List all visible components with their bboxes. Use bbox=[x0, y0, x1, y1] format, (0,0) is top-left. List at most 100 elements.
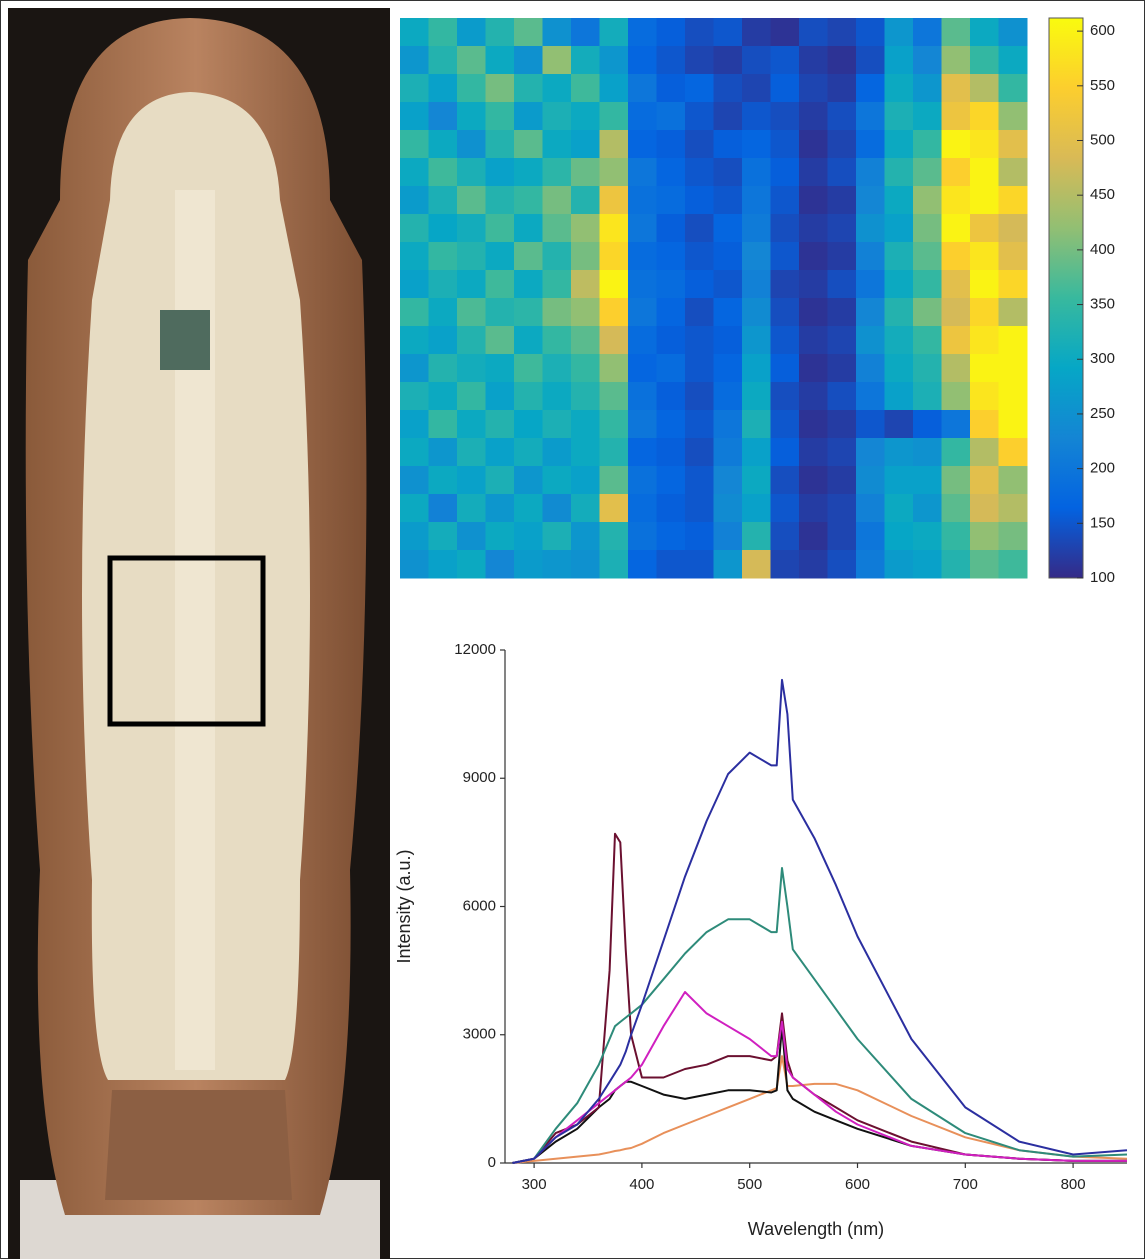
heatmap-cell bbox=[713, 494, 743, 523]
heatmap-cell bbox=[656, 522, 686, 551]
heatmap-cell bbox=[742, 522, 771, 551]
heatmap-cell bbox=[827, 550, 857, 579]
colorbar-tick-label: 500 bbox=[1090, 131, 1115, 148]
heatmap-cell bbox=[685, 550, 714, 579]
heatmap-cell bbox=[913, 326, 942, 355]
heatmap-cell bbox=[542, 270, 572, 299]
heatmap-cell bbox=[400, 158, 429, 187]
heatmap-cell bbox=[485, 354, 515, 383]
coffin-photo bbox=[8, 8, 390, 1259]
heatmap-cell bbox=[770, 242, 800, 271]
heatmap-cell bbox=[485, 438, 515, 467]
heatmap-cell bbox=[742, 242, 771, 271]
heatmap-cell bbox=[457, 102, 486, 131]
heatmap-cell bbox=[400, 214, 429, 243]
heatmap-cell bbox=[770, 494, 800, 523]
heatmap-cell bbox=[970, 242, 999, 271]
heatmap-cell bbox=[685, 466, 714, 495]
heatmap-cell bbox=[542, 326, 572, 355]
heatmap-cell bbox=[628, 354, 657, 383]
heatmap-cell bbox=[457, 130, 486, 159]
heatmap-cell bbox=[428, 326, 458, 355]
heatmap-cell bbox=[514, 410, 543, 439]
heatmap-cell bbox=[970, 438, 999, 467]
heatmap-cell bbox=[599, 186, 629, 215]
heatmap-cell bbox=[514, 242, 543, 271]
heatmap-cell bbox=[628, 298, 657, 327]
heatmap-cell bbox=[571, 326, 600, 355]
heatmap-cell bbox=[485, 466, 515, 495]
heatmap-cell bbox=[998, 466, 1028, 495]
heatmap-cell bbox=[514, 158, 543, 187]
heatmap-cell bbox=[400, 242, 429, 271]
heatmap-cell bbox=[599, 382, 629, 411]
heatmap-cell bbox=[656, 270, 686, 299]
heatmap-cell bbox=[827, 214, 857, 243]
heatmap-cell bbox=[457, 74, 486, 103]
heatmap-cell bbox=[571, 74, 600, 103]
heatmap-cell bbox=[770, 466, 800, 495]
heatmap-cell bbox=[485, 494, 515, 523]
heatmap-cell bbox=[542, 130, 572, 159]
heatmap-cell bbox=[941, 270, 971, 299]
heatmap-cell bbox=[628, 410, 657, 439]
heatmap-cell bbox=[970, 466, 999, 495]
heatmap-cell bbox=[457, 382, 486, 411]
heatmap-cell bbox=[571, 242, 600, 271]
heatmap-cell bbox=[485, 186, 515, 215]
heatmap-cell bbox=[400, 382, 429, 411]
heatmap-cell bbox=[400, 354, 429, 383]
heatmap-cell bbox=[884, 550, 914, 579]
heatmap-cell bbox=[428, 214, 458, 243]
heatmap-cell bbox=[428, 550, 458, 579]
heatmap-cell bbox=[884, 354, 914, 383]
heatmap-cell bbox=[485, 214, 515, 243]
heatmap-cell bbox=[884, 214, 914, 243]
heatmap-cell bbox=[770, 326, 800, 355]
heatmap-cell bbox=[799, 550, 828, 579]
heatmap-cell bbox=[514, 354, 543, 383]
heatmap-cell bbox=[713, 158, 743, 187]
heatmap-cell bbox=[884, 18, 914, 47]
heatmap-cell bbox=[970, 74, 999, 103]
heatmap-cell bbox=[970, 410, 999, 439]
heatmap-cell bbox=[742, 550, 771, 579]
heatmap-cell bbox=[799, 102, 828, 131]
heatmap-cell bbox=[571, 46, 600, 75]
heatmap-cell bbox=[998, 74, 1028, 103]
heatmap-cell bbox=[400, 298, 429, 327]
heatmap-cell bbox=[457, 326, 486, 355]
colorbar-tick-label: 300 bbox=[1090, 350, 1115, 367]
heatmap-cell bbox=[428, 46, 458, 75]
x-axis-label: Wavelength (nm) bbox=[748, 1219, 884, 1239]
heatmap-cell bbox=[742, 186, 771, 215]
heatmap-cell bbox=[628, 102, 657, 131]
heatmap-cell bbox=[856, 158, 885, 187]
heatmap-cell bbox=[913, 102, 942, 131]
heatmap-cell bbox=[884, 522, 914, 551]
heatmap-cell bbox=[913, 382, 942, 411]
heatmap-cell bbox=[514, 186, 543, 215]
heatmap-cell bbox=[400, 522, 429, 551]
heatmap-cell bbox=[713, 18, 743, 47]
heatmap-cell bbox=[827, 522, 857, 551]
heatmap-cell bbox=[685, 46, 714, 75]
heatmap-cell bbox=[827, 494, 857, 523]
heatmap-cell bbox=[827, 18, 857, 47]
heatmap-cell bbox=[656, 382, 686, 411]
colorbar bbox=[1048, 17, 1084, 579]
heatmap-cell bbox=[713, 186, 743, 215]
heatmap-cell bbox=[485, 270, 515, 299]
heatmap-cell bbox=[827, 242, 857, 271]
heatmap-cell bbox=[770, 74, 800, 103]
heatmap-cell bbox=[571, 158, 600, 187]
heatmap-cell bbox=[599, 466, 629, 495]
y-tick-label: 9000 bbox=[463, 769, 496, 786]
heatmap-cell bbox=[742, 382, 771, 411]
heatmap-cell bbox=[856, 354, 885, 383]
heatmap-cell bbox=[571, 354, 600, 383]
heatmap-cell bbox=[799, 46, 828, 75]
y-tick-label: 0 bbox=[488, 1154, 496, 1171]
heatmap-cell bbox=[770, 158, 800, 187]
heatmap-cell bbox=[656, 214, 686, 243]
